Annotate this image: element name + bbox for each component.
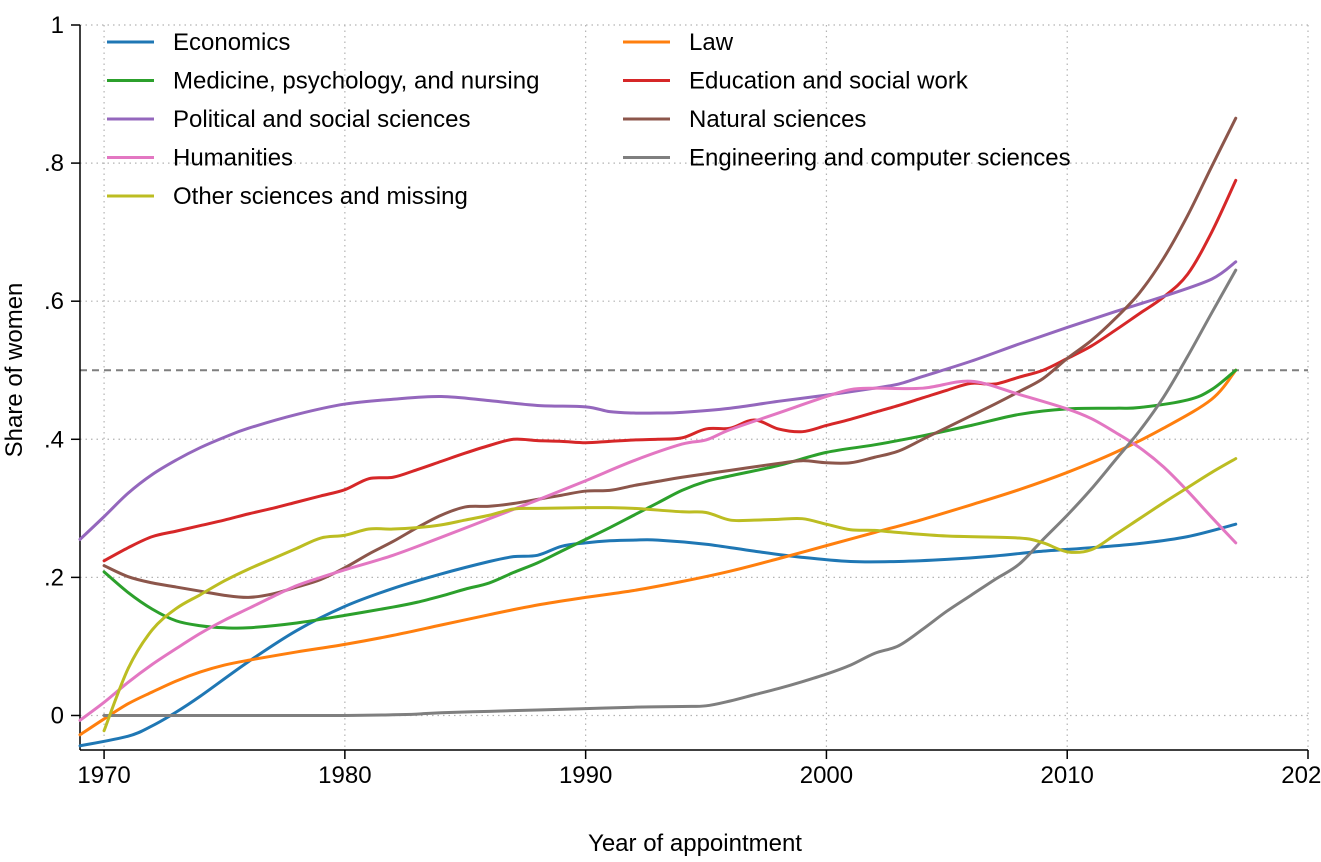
legend: Economics Law Medicine, psychology, and nu… [107,29,1071,210]
grid-lines [80,24,1309,750]
legend-label-education-and-social-work: Education and social work [689,68,969,95]
series-line-humanities [78,379,1238,722]
y-tick-label: .8 [44,150,64,177]
legend-label-law: Law [689,29,734,56]
series-line-economics [78,522,1238,748]
legend-label-medicine-psychology-and-nursing: Medicine, psychology, and nursing [173,68,539,95]
legend-label-natural-sciences: Natural sciences [689,106,866,133]
y-tick-label: .4 [44,426,64,453]
series-line-other-sciences-and-missing [102,457,1238,733]
legend-label-humanities: Humanities [173,145,293,172]
x-tick-label: 2000 [800,762,853,789]
x-tick-label: 1980 [318,762,371,789]
x-tick-label: 1970 [77,762,130,789]
legend-label-other-sciences-and-missing: Other sciences and missing [173,183,468,210]
legend-label-economics: Economics [173,29,290,56]
legend-label-engineering-and-computer-sciences: Engineering and computer sciences [689,145,1071,172]
series-line-education-and-social-work [102,178,1238,563]
series-lines [78,116,1238,748]
x-tick-label: 1990 [559,762,612,789]
legend-label-political-and-social-sciences: Political and social sciences [173,106,470,133]
y-tick-label: .6 [44,288,64,315]
x-tick-label: 2010 [1041,762,1094,789]
series-line-law [78,368,1238,737]
series-line-political-and-social-sciences [78,260,1238,541]
series-line-engineering-and-computer-sciences [102,268,1238,718]
y-tick-label: 1 [51,12,64,39]
x-axis-title: Year of appointment [588,830,802,857]
y-tick-label: .2 [44,564,64,591]
y-axis-title: Share of women [1,283,28,458]
series-line-medicine-psychology-and-nursing [102,368,1238,630]
y-tick-label: 0 [51,702,64,729]
